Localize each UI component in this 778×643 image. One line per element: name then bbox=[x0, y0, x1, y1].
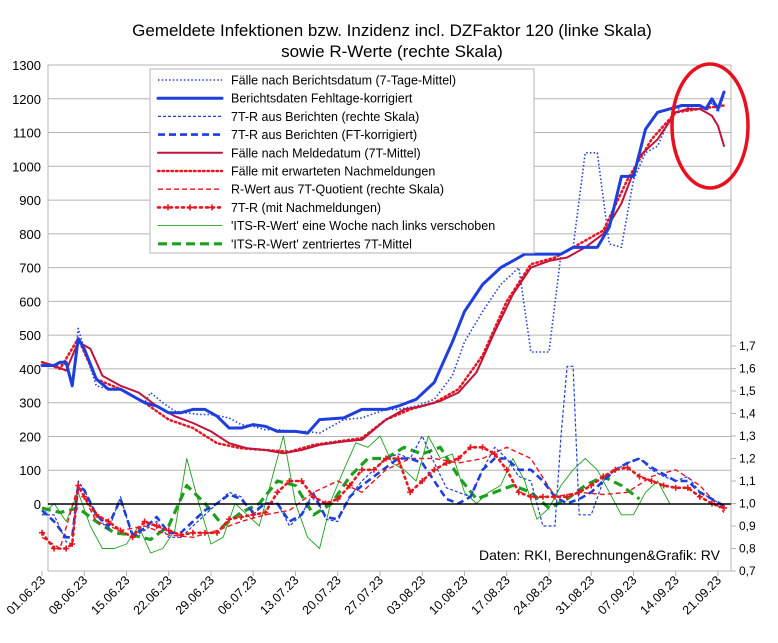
chart-svg: Gemeldete Infektionen bzw. Inzidenz incl… bbox=[0, 0, 778, 643]
highlight-ellipse bbox=[672, 64, 748, 188]
x-tick-label: 08.06.23 bbox=[46, 573, 90, 617]
left-tick-label: 1000 bbox=[12, 159, 41, 174]
right-axis-ticks: 1,7 1,6 1,5 1,4 1,3 1,2 1,1 1,0 0,9 0,8 0,7 bbox=[731, 339, 756, 578]
left-tick-label: 1100 bbox=[13, 126, 41, 141]
data-point-marker bbox=[540, 494, 546, 500]
left-tick-label: 1200 bbox=[12, 92, 41, 107]
legend-label: Berichtsdaten Fehltage-korrigiert bbox=[231, 92, 413, 106]
right-tick-label: 0,9 bbox=[739, 519, 756, 533]
x-tick-label: 15.06.23 bbox=[88, 573, 132, 617]
right-tick-label: 0,8 bbox=[739, 542, 756, 556]
left-tick-label: 400 bbox=[19, 362, 41, 377]
right-tick-label: 1,5 bbox=[739, 384, 756, 398]
legend-label: Fälle nach Meldedatum (7T-Mittel) bbox=[231, 146, 421, 160]
legend-label: 'ITS-R-Wert' eine Woche nach links versc… bbox=[231, 219, 495, 233]
x-tick-label: 14.09.23 bbox=[638, 573, 682, 617]
left-tick-label: 600 bbox=[19, 294, 41, 309]
right-tick-label: 1,2 bbox=[739, 452, 756, 466]
x-tick-label: 01.06.23 bbox=[4, 573, 48, 617]
legend: Fälle nach Berichtsdatum (7-Tage-Mittel)… bbox=[150, 69, 534, 253]
right-tick-label: 1,1 bbox=[739, 474, 756, 488]
x-tick-label: 03.08.23 bbox=[384, 573, 428, 617]
left-tick-label: 200 bbox=[19, 429, 41, 444]
x-axis-ticks: 01.06.2308.06.2315.06.2322.06.2329.06.23… bbox=[4, 571, 724, 618]
right-tick-label: 1,4 bbox=[739, 407, 756, 421]
data-point-marker bbox=[274, 489, 280, 495]
x-tick-label: 17.08.23 bbox=[469, 573, 513, 617]
left-tick-label: 800 bbox=[19, 227, 41, 242]
right-tick-label: 1,3 bbox=[739, 429, 756, 443]
legend-label: 'ITS-R-Wert' zentriertes 7T-Mittel bbox=[231, 237, 412, 251]
left-tick-label: 1300 bbox=[12, 58, 41, 73]
legend-label: Fälle nach Berichtsdatum (7-Tage-Mittel) bbox=[231, 74, 456, 88]
x-tick-label: 21.09.23 bbox=[680, 573, 724, 617]
x-tick-label: 20.07.23 bbox=[300, 573, 344, 617]
legend-label: 7T-R (mit Nachmeldungen) bbox=[231, 201, 381, 215]
source-note: Daten: RKI, Berechnungen&Grafik: RV bbox=[479, 547, 721, 563]
x-tick-label: 31.08.23 bbox=[553, 573, 597, 617]
left-tick-label: 700 bbox=[19, 261, 41, 276]
x-tick-label: 07.09.23 bbox=[595, 573, 639, 617]
chart-root: Gemeldete Infektionen bzw. Inzidenz incl… bbox=[0, 0, 778, 643]
right-tick-label: 1,7 bbox=[739, 339, 756, 353]
x-tick-label: 06.07.23 bbox=[215, 573, 259, 617]
x-tick-label: 29.06.23 bbox=[173, 573, 217, 617]
right-tick-label: 0,7 bbox=[739, 564, 756, 578]
series-7tr-nachmeldungen bbox=[42, 447, 724, 548]
x-tick-label: 24.08.23 bbox=[511, 573, 555, 617]
legend-label: Fälle mit erwarteten Nachmeldungen bbox=[231, 165, 435, 179]
chart-subtitle: sowie R-Werte (rechte Skala) bbox=[281, 42, 503, 61]
x-tick-label: 10.08.23 bbox=[426, 573, 470, 617]
right-tick-label: 1,0 bbox=[739, 497, 756, 511]
x-tick-label: 22.06.23 bbox=[131, 573, 175, 617]
legend-label: 7T-R aus Berichten (rechte Skala) bbox=[231, 110, 419, 124]
legend-label: R-Wert aus 7T-Quotient (rechte Skala) bbox=[231, 183, 444, 197]
left-tick-label: 300 bbox=[19, 396, 41, 411]
chart-title: Gemeldete Infektionen bzw. Inzidenz incl… bbox=[132, 21, 652, 40]
left-tick-label: 100 bbox=[19, 463, 41, 478]
data-point-marker bbox=[431, 467, 437, 473]
left-tick-label: 500 bbox=[19, 328, 41, 343]
x-tick-label: 13.07.23 bbox=[257, 573, 301, 617]
left-axis-ticks: 1300120011001000900800700600500400300200… bbox=[12, 58, 41, 512]
data-point-marker bbox=[673, 485, 679, 491]
right-tick-label: 1,6 bbox=[739, 362, 756, 376]
data-point-marker bbox=[190, 530, 196, 536]
legend-label: 7T-R aus Berichten (FT-korrigiert) bbox=[231, 128, 417, 142]
x-tick-label: 27.07.23 bbox=[342, 573, 386, 617]
left-tick-label: 900 bbox=[19, 193, 41, 208]
left-tick-label: 0 bbox=[34, 497, 41, 512]
series-7tr-berichte bbox=[42, 366, 724, 544]
